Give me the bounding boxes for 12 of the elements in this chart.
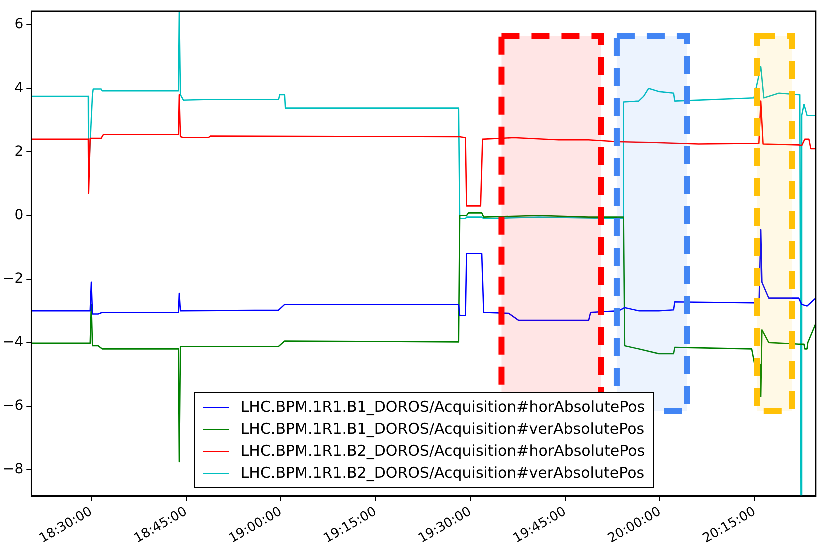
legend-label: LHC.BPM.1R1.B2_DOROS/Acquisition#verAbsolutePos: [240, 464, 645, 482]
y-tick-label: 0: [14, 207, 24, 224]
y-tick-label: −4: [2, 334, 24, 350]
y-tick-label: 4: [14, 80, 24, 96]
y-tick-label: −6: [2, 398, 24, 414]
y-tick-label: −2: [2, 270, 24, 287]
legend-label: LHC.BPM.1R1.B1_DOROS/Acquisition#verAbsolutePos: [240, 420, 645, 438]
y-tick-label: −8: [2, 462, 24, 478]
legend-label: LHC.BPM.1R1.B1_DOROS/Acquisition#horAbsolutePos: [240, 398, 646, 416]
legend-label: LHC.BPM.1R1.B2_DOROS/Acquisition#horAbsolutePos: [240, 442, 646, 460]
y-tick-label: 2: [14, 144, 24, 160]
y-tick-label: 6: [14, 16, 24, 33]
